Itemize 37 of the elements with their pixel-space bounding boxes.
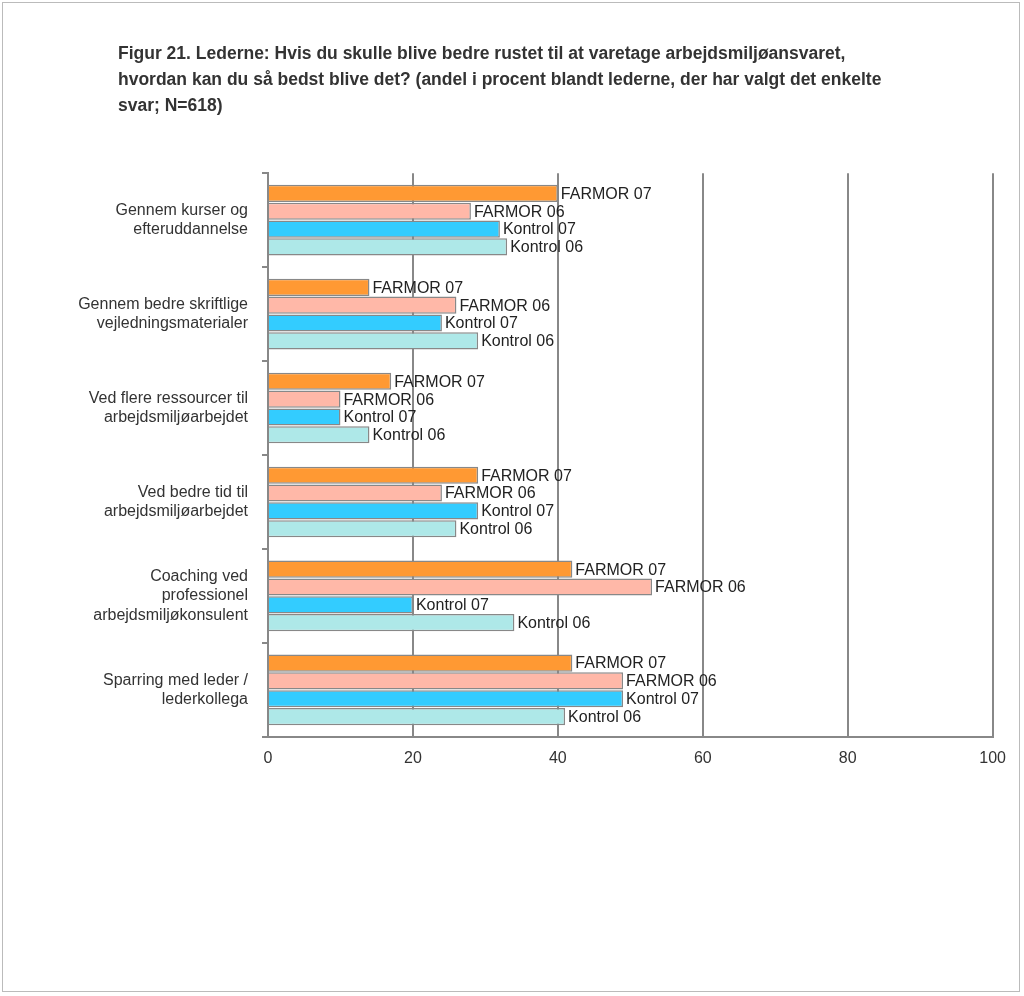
text: Kontrol 07 bbox=[444, 314, 518, 332]
y-tick-label: Ved bedre tid til arbejdsmiljøarbejdet bbox=[103, 482, 249, 519]
series-label: FARMOR 06 bbox=[473, 202, 565, 220]
text: Kontrol 07 bbox=[415, 596, 489, 614]
y-tick-label: Gennem kurser og efteruddannelse bbox=[115, 200, 249, 238]
series-label: FARMOR 07 bbox=[560, 184, 652, 202]
text: Kontrol 06 bbox=[459, 520, 533, 538]
y-tick-label: Ved flere ressourcer til arbejdsmiljøarbejdet bbox=[88, 388, 249, 426]
x-tick-label: 60 bbox=[693, 748, 712, 766]
x-tick-label: 80 bbox=[838, 748, 857, 766]
text: FARMOR 07 bbox=[575, 654, 667, 672]
x-tick-label: 20 bbox=[404, 748, 422, 766]
y-tick-label: Gennem bedre skriftlige vejledningsmaterialer bbox=[78, 294, 249, 332]
text: FARMOR 06 bbox=[655, 578, 746, 596]
text: FARMOR 06 bbox=[444, 484, 536, 502]
text: Kontrol 06 bbox=[568, 708, 642, 726]
text: Kontrol 07 bbox=[343, 408, 417, 426]
x-tick-label: 0 bbox=[263, 748, 273, 766]
x-tick-label: 100 bbox=[979, 748, 1007, 766]
series-label: Kontrol 06 bbox=[510, 238, 584, 256]
x-tick-label: 40 bbox=[548, 748, 567, 766]
text: Kontrol 07 bbox=[481, 502, 555, 520]
text: FARMOR 07 bbox=[481, 466, 572, 484]
y-tick-label: Coaching ved professionel arbejdsmiljøkonsulent bbox=[93, 567, 249, 623]
text: FARMOR 06 bbox=[626, 672, 717, 690]
text: FARMOR 06 bbox=[459, 296, 551, 314]
text: Kontrol 06 bbox=[481, 332, 555, 350]
text: FARMOR 07 bbox=[372, 278, 464, 296]
series-label: Kontrol 07 bbox=[502, 220, 576, 238]
chart-title: Figur 21. Lederne: Hvis du skulle blive bedre rustet til at varetage arbejdsmiljøansvaret, hvordan kan du så bedst blive det? (andel i procent blandt lederne, der har valgt det enkelte svar; N=618) bbox=[118, 42, 883, 117]
y-tick-label: Sparring med leder / lederkollega bbox=[103, 670, 249, 707]
text: Kontrol 06 bbox=[372, 426, 446, 444]
text: Kontrol 07 bbox=[626, 690, 700, 708]
text: FARMOR 06 bbox=[343, 390, 435, 408]
text: FARMOR 07 bbox=[575, 560, 667, 578]
text: FARMOR 07 bbox=[394, 372, 485, 390]
text: Kontrol 06 bbox=[517, 614, 591, 632]
